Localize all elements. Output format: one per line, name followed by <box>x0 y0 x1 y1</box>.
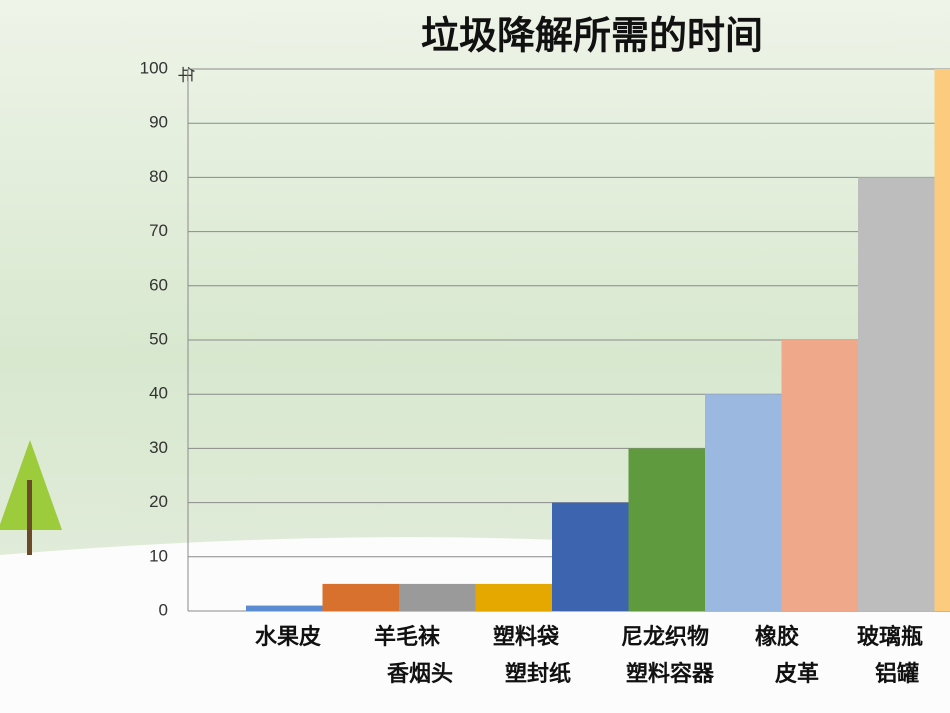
x-tick-label: 玻璃瓶 <box>857 624 923 650</box>
bar <box>858 177 935 611</box>
tree <box>0 440 62 555</box>
bar <box>246 605 323 611</box>
x-tick-label: 皮革 <box>775 661 819 687</box>
x-tick-label: 羊毛袜 <box>374 624 440 650</box>
y-tick-label: 30 <box>149 438 168 457</box>
x-tick-label: 塑料容器 <box>626 661 715 687</box>
bar <box>934 69 950 611</box>
bar <box>399 583 476 611</box>
y-tick-label: 100 <box>140 58 168 77</box>
snow-ground <box>560 612 950 713</box>
y-tick-label: 10 <box>149 546 168 565</box>
y-tick-label: 50 <box>149 329 168 348</box>
x-tick-label: 水果皮 <box>255 624 321 650</box>
y-tick-label: 90 <box>149 113 168 132</box>
bar <box>475 583 552 611</box>
snow-ground <box>0 537 560 713</box>
y-tick-label: 0 <box>159 600 168 619</box>
y-tick-label: 80 <box>149 167 168 186</box>
y-axis-label: 年 <box>175 66 195 83</box>
bar <box>705 394 782 611</box>
bar <box>552 502 629 611</box>
bar <box>322 583 399 611</box>
y-tick-label: 20 <box>149 492 168 511</box>
x-tick-label: 尼龙织物 <box>621 624 709 650</box>
y-tick-label: 70 <box>149 221 168 240</box>
bar <box>628 448 705 611</box>
chart-title: 垃圾降解所需的时间 <box>421 14 763 58</box>
y-tick-label: 40 <box>149 384 168 403</box>
x-tick-label: 香烟头 <box>387 662 453 687</box>
x-tick-label: 橡胶 <box>755 624 799 650</box>
y-tick-label: 60 <box>149 275 168 294</box>
x-tick-label: 塑封纸 <box>505 661 571 687</box>
x-tick-label: 铝罐 <box>875 661 919 687</box>
bar <box>781 340 858 611</box>
x-tick-label: 塑料袋 <box>493 624 560 650</box>
